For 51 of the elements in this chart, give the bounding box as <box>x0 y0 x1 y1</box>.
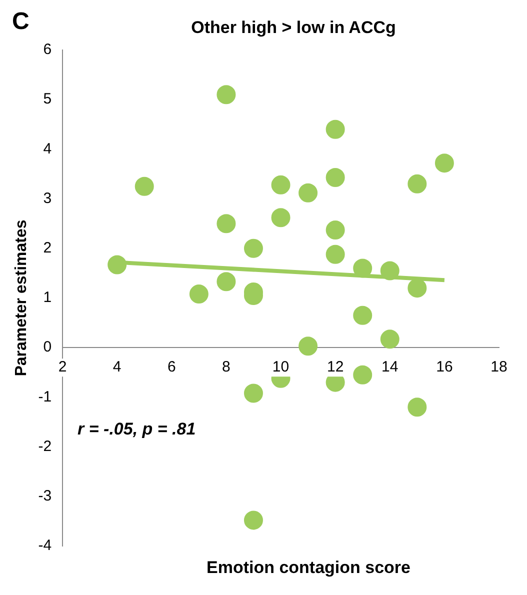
x-tick-label: 10 <box>272 358 290 376</box>
point <box>189 284 208 304</box>
y-tick-label: 4 <box>43 140 52 158</box>
x-tick-label: 2 <box>58 358 67 376</box>
point <box>298 183 318 202</box>
y-tick-label: 3 <box>43 190 52 207</box>
x-tick-label: 16 <box>436 358 453 376</box>
point <box>108 255 127 274</box>
x-axis-title: Emotion contagion score <box>205 558 412 578</box>
point <box>408 278 427 298</box>
y-axis-title: Parameter estimates <box>13 220 30 376</box>
point <box>380 261 400 280</box>
x-tick-label: 4 <box>112 358 122 376</box>
point <box>298 336 318 356</box>
point <box>353 365 372 384</box>
point <box>216 214 236 234</box>
point <box>244 384 263 403</box>
x-tick-label: 18 <box>490 358 508 376</box>
annotation: r = -.05, p = .81 <box>78 419 196 438</box>
y-tick-label: 1 <box>43 289 52 306</box>
y-tick-label: 5 <box>43 90 52 108</box>
point <box>216 272 236 292</box>
y-tick-label: -2 <box>38 438 52 455</box>
y-tick-label: 6 <box>43 41 52 58</box>
point <box>326 168 345 187</box>
y-tick-label: 2 <box>43 240 52 257</box>
point <box>408 398 427 417</box>
point <box>326 120 345 139</box>
point <box>434 154 454 173</box>
x-tick-label: 12 <box>326 358 344 376</box>
chart-title: Other high > low in ACCg <box>191 18 396 37</box>
point <box>326 220 345 240</box>
x-tick-label: 6 <box>167 358 176 376</box>
point <box>271 208 290 228</box>
point <box>353 258 372 278</box>
y-tick-label: -3 <box>38 488 52 505</box>
x-tick-label: 8 <box>222 358 230 376</box>
y-tick-label: -4 <box>38 537 52 554</box>
y-tick-label: 0 <box>43 338 52 356</box>
point <box>408 174 427 194</box>
x-tick-label: 14 <box>382 358 398 376</box>
point <box>216 85 236 104</box>
point <box>326 244 345 264</box>
point <box>244 238 263 258</box>
point <box>244 510 263 530</box>
point <box>353 306 372 325</box>
point <box>380 330 400 349</box>
point <box>134 176 154 196</box>
text: C <box>12 8 30 36</box>
y-tick-label: -1 <box>38 388 52 406</box>
point <box>271 175 290 194</box>
